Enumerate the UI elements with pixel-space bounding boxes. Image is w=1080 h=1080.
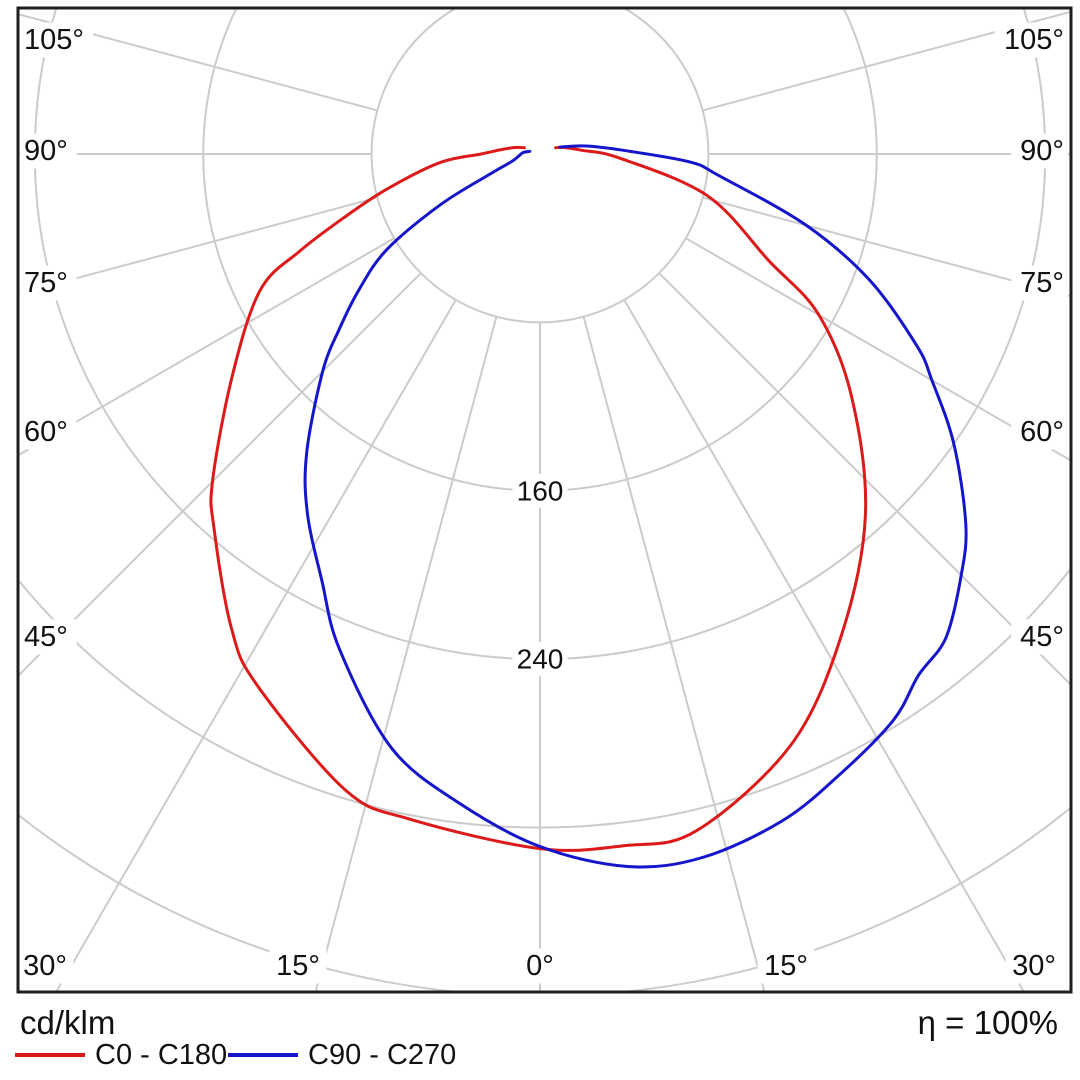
angle-label-bottom-4: 30° (1012, 950, 1056, 982)
angle-label-left-75: 75° (24, 267, 68, 299)
legend-item-c90-c270: C90 - C270 (228, 1038, 456, 1072)
efficiency-label: η = 100% (917, 1004, 1058, 1041)
angle-label-left-105: 105° (24, 24, 84, 56)
legend-item-c0-c180: C0 - C180 (15, 1038, 227, 1072)
curve-c0-c180 (209, 145, 868, 852)
curve-c90-c270 (303, 144, 968, 869)
angle-label-left-60: 60° (24, 416, 68, 448)
ring-label-160: 160 (517, 475, 564, 506)
legend-label-c90-c270: C90 - C270 (308, 1038, 457, 1071)
angle-label-left-90: 90° (24, 135, 68, 167)
angle-label-bottom-0: 30° (23, 950, 67, 982)
angle-label-bottom-2: 0° (526, 950, 554, 982)
angle-label-bottom-3: 15° (764, 950, 808, 982)
angle-label-right-75: 75° (1020, 267, 1064, 299)
chart-frame (16, 6, 1073, 994)
angle-label-left-45: 45° (24, 621, 68, 653)
angle-label-right-90: 90° (1020, 135, 1064, 167)
ring-label-240: 240 (517, 644, 564, 675)
legend: C0 - C180 C90 - C270 (0, 1038, 1080, 1078)
angle-label-right-45: 45° (1020, 621, 1064, 653)
polar-chart: 160 240 105° 105° 90° 90° 75° 75° 60° 60° 45° 45° 30… (16, 6, 1073, 994)
angle-label-right-60: 60° (1020, 416, 1064, 448)
unit-label: cd/klm (20, 1004, 116, 1041)
angle-label-right-105: 105° (1004, 24, 1064, 56)
legend-swatch-blue (228, 1053, 298, 1057)
angle-label-bottom-1: 15° (276, 950, 320, 982)
legend-label-c0-c180: C0 - C180 (95, 1038, 228, 1071)
legend-swatch-red (15, 1053, 85, 1057)
